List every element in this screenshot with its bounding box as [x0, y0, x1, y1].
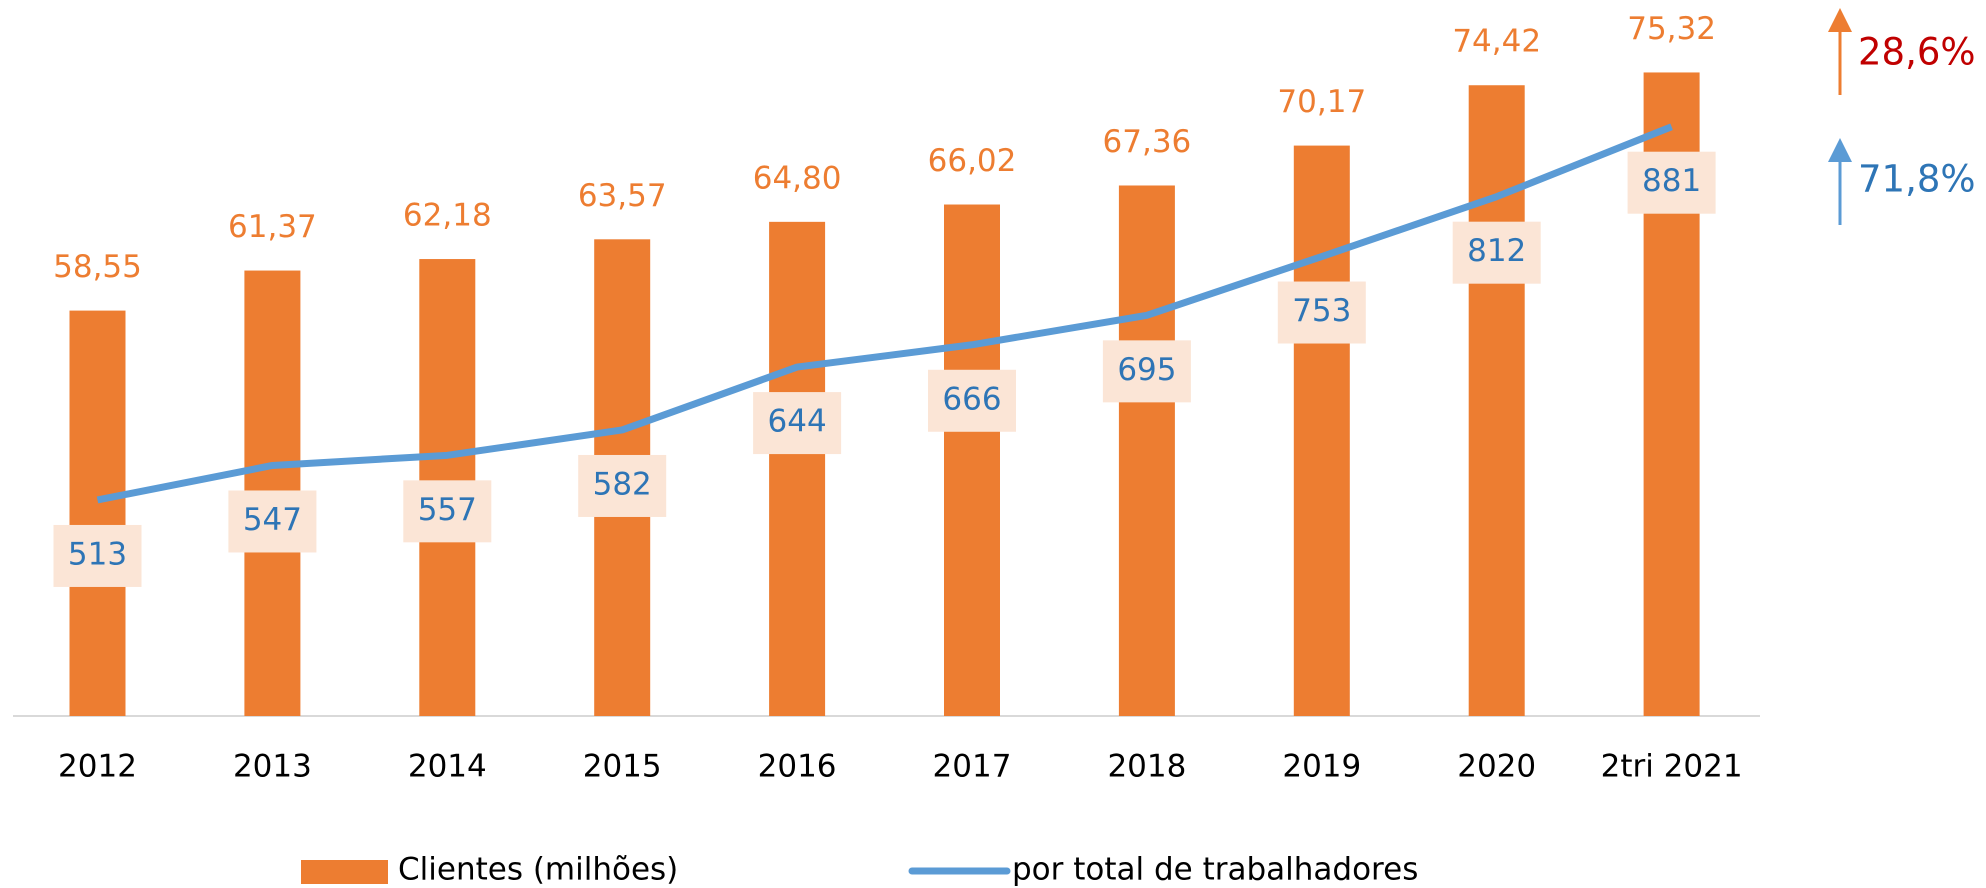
data-label: 67,36 [1103, 124, 1192, 160]
label-box [578, 454, 667, 517]
x-tick-label: 2013 [233, 749, 312, 785]
label-box [1102, 340, 1191, 403]
data-label: 70,17 [1277, 84, 1366, 120]
data-label: 666 [942, 381, 1001, 417]
legend-label: Clientes (milhões) [398, 852, 678, 888]
bar [1293, 145, 1350, 716]
annotation: 28,6% [1858, 31, 1976, 74]
legend-swatch [301, 860, 388, 884]
data-label: 753 [1292, 293, 1351, 329]
x-tick-label: 2020 [1457, 749, 1536, 785]
data-label: 547 [243, 502, 302, 538]
data-label: 582 [593, 466, 652, 502]
bar [1468, 85, 1525, 716]
data-label: 695 [1117, 352, 1176, 388]
x-tick-label: 2012 [58, 749, 137, 785]
data-label: 644 [768, 404, 827, 440]
data-label: 61,37 [228, 209, 317, 245]
data-label: 62,18 [403, 198, 492, 234]
data-label: 75,32 [1627, 11, 1716, 47]
label-box [1277, 281, 1366, 344]
label-box [928, 369, 1016, 432]
label-box [753, 392, 842, 455]
data-label: 557 [418, 492, 477, 528]
data-label: 58,55 [53, 249, 142, 285]
x-tick-label: 2017 [933, 749, 1012, 785]
data-label: 812 [1467, 233, 1526, 269]
x-tick-label: 2016 [758, 749, 837, 785]
label-box [403, 480, 492, 543]
data-label: 74,42 [1452, 24, 1541, 60]
data-label: 64,80 [753, 160, 842, 196]
x-tick-label: 2019 [1282, 749, 1361, 785]
data-label: 881 [1642, 163, 1701, 199]
legend-label: por total de trabalhadores [1012, 852, 1418, 888]
x-tick-label: 2tri 2021 [1601, 749, 1743, 785]
data-label: 66,02 [928, 143, 1017, 179]
data-label: 63,57 [578, 178, 667, 214]
bar [69, 310, 126, 716]
bar [944, 204, 1000, 717]
label-box [53, 524, 142, 587]
line [96, 123, 1673, 504]
annotation: 71,8% [1858, 158, 1976, 201]
bar [1118, 185, 1175, 716]
label-box [1627, 151, 1716, 214]
label-box [228, 490, 317, 553]
bar [769, 221, 826, 716]
x-tick-label: 2018 [1107, 749, 1186, 785]
data-label: 513 [68, 536, 127, 572]
x-tick-label: 2015 [583, 749, 662, 785]
x-tick-label: 2014 [408, 749, 487, 785]
label-box [1452, 221, 1541, 284]
